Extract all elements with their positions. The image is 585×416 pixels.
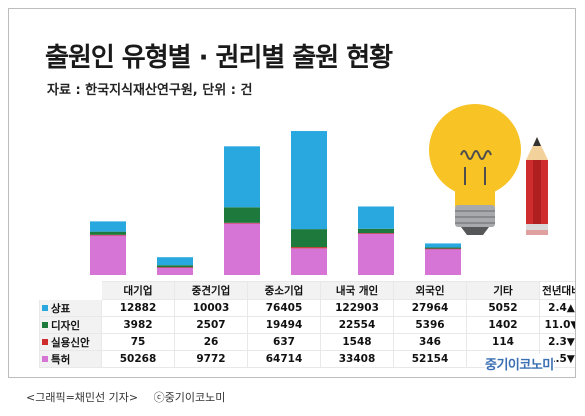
cell-trademark-sme: 76405 <box>247 299 321 317</box>
bar-foreigner-trademark <box>358 206 394 229</box>
cell-design-mid-sized: 2507 <box>174 316 248 334</box>
column-header-sme: 중소기업 <box>247 281 321 300</box>
brand-logo: 중기이코노미 <box>485 354 554 373</box>
bar-mid-sized-design <box>157 265 193 268</box>
chart-area <box>90 104 548 275</box>
row-label-trademark: 상표 <box>39 299 102 317</box>
cell-utility-model-sme: 637 <box>247 333 321 351</box>
cell-utility-model-foreigner: 346 <box>393 333 467 351</box>
bar-foreigner-patent <box>358 233 394 275</box>
bar-domestic-individual-utility-model <box>291 247 327 249</box>
table-row-utility-model: 실용신안 75 26 637 1548 346 114 2.3▼ <box>39 333 575 351</box>
yoy-design: 11.0▼ <box>539 316 575 334</box>
bar-large-enterprise-design <box>90 231 126 235</box>
cell-design-domestic-individual: 22554 <box>320 316 394 334</box>
bar-domestic-individual-trademark <box>291 131 327 230</box>
cell-trademark-large-enterprise: 12882 <box>101 299 175 317</box>
bar-domestic-individual-design <box>291 229 327 248</box>
bar-other-utility-model <box>425 248 461 250</box>
cell-design-foreigner: 5396 <box>393 316 467 334</box>
copyright: ⓒ중기이코노미 <box>153 391 226 404</box>
table-row-design: 디자인 3982 2507 19494 22554 5396 1402 11.0▼ <box>39 316 575 334</box>
bar-sme-design <box>224 207 260 223</box>
bar-large-enterprise-trademark <box>90 221 126 232</box>
cell-patent-sme: 64714 <box>247 350 321 368</box>
bar-mid-sized-patent <box>157 267 193 275</box>
bar-mid-sized-utility-model <box>157 267 193 268</box>
chart-source-unit: 자료 : 한국지식재산연구원, 단위 : 건 <box>47 83 253 98</box>
yoy-utility-model: 2.3▼ <box>539 333 575 351</box>
cell-design-large-enterprise: 3982 <box>101 316 175 334</box>
bar-foreigner-utility-model <box>358 233 394 234</box>
legend-swatch-patent <box>42 355 48 362</box>
stacked-bars <box>90 131 461 275</box>
cell-patent-large-enterprise: 50268 <box>101 350 175 368</box>
cell-utility-model-domestic-individual: 1548 <box>320 333 394 351</box>
bar-domestic-individual-patent <box>291 248 327 275</box>
column-header-foreigner: 외국인 <box>393 281 467 300</box>
infographic-card: 출원인 유형별 · 권리별 출원 현황 자료 : 한국지식재산연구원, 단위 :… <box>8 8 576 378</box>
cell-design-other: 1402 <box>466 316 540 334</box>
bar-sme-patent <box>224 223 260 275</box>
column-header-large-enterprise: 대기업 <box>101 281 175 300</box>
column-header-other: 기타 <box>466 281 540 300</box>
illustrations <box>429 104 548 235</box>
legend-swatch-utility-model <box>42 338 48 345</box>
row-label-utility-model: 실용신안 <box>39 333 102 351</box>
bar-other-design <box>425 247 461 249</box>
legend-swatch-design <box>42 321 48 328</box>
table-corner <box>39 281 102 300</box>
cell-trademark-foreigner: 27964 <box>393 299 467 317</box>
graphic-credit: <그래픽=채민선 기자> <box>26 391 139 404</box>
bar-foreigner-design <box>358 228 394 234</box>
column-header-yoy: 전년대비 <box>539 281 575 300</box>
lightbulb-icon <box>429 104 521 235</box>
bar-large-enterprise-patent <box>90 234 126 275</box>
cell-trademark-other: 5052 <box>466 299 540 317</box>
bar-sme-trademark <box>224 146 260 208</box>
chart-title: 출원인 유형별 · 권리별 출원 현황 <box>45 43 393 73</box>
cell-patent-foreigner: 52154 <box>393 350 467 368</box>
cell-patent-mid-sized: 9772 <box>174 350 248 368</box>
bar-other-patent <box>425 248 461 275</box>
yoy-trademark: 2.4▲ <box>539 299 575 317</box>
cell-trademark-domestic-individual: 122903 <box>320 299 394 317</box>
cell-patent-domestic-individual: 33408 <box>320 350 394 368</box>
bar-other-trademark <box>425 243 461 248</box>
column-header-mid-sized: 중견기업 <box>174 281 248 300</box>
cell-trademark-mid-sized: 10003 <box>174 299 248 317</box>
legend-swatch-trademark <box>42 304 48 311</box>
cell-utility-model-large-enterprise: 75 <box>101 333 175 351</box>
bar-sme-utility-model <box>224 222 260 224</box>
bar-mid-sized-trademark <box>157 257 193 266</box>
column-header-domestic-individual: 내국 개인 <box>320 281 394 300</box>
cell-utility-model-other: 114 <box>466 333 540 351</box>
bar-large-enterprise-utility-model <box>90 234 126 236</box>
cell-design-sme: 19494 <box>247 316 321 334</box>
table-row-trademark: 상표 12882 10003 76405 122903 27964 5052 2.4▲ <box>39 299 575 317</box>
footer: <그래픽=채민선 기자> ⓒ중기이코노미 <box>26 389 237 405</box>
pencil-icon <box>526 137 548 235</box>
row-label-design: 디자인 <box>39 316 102 334</box>
cell-utility-model-mid-sized: 26 <box>174 333 248 351</box>
row-label-patent: 특허 <box>39 350 102 368</box>
